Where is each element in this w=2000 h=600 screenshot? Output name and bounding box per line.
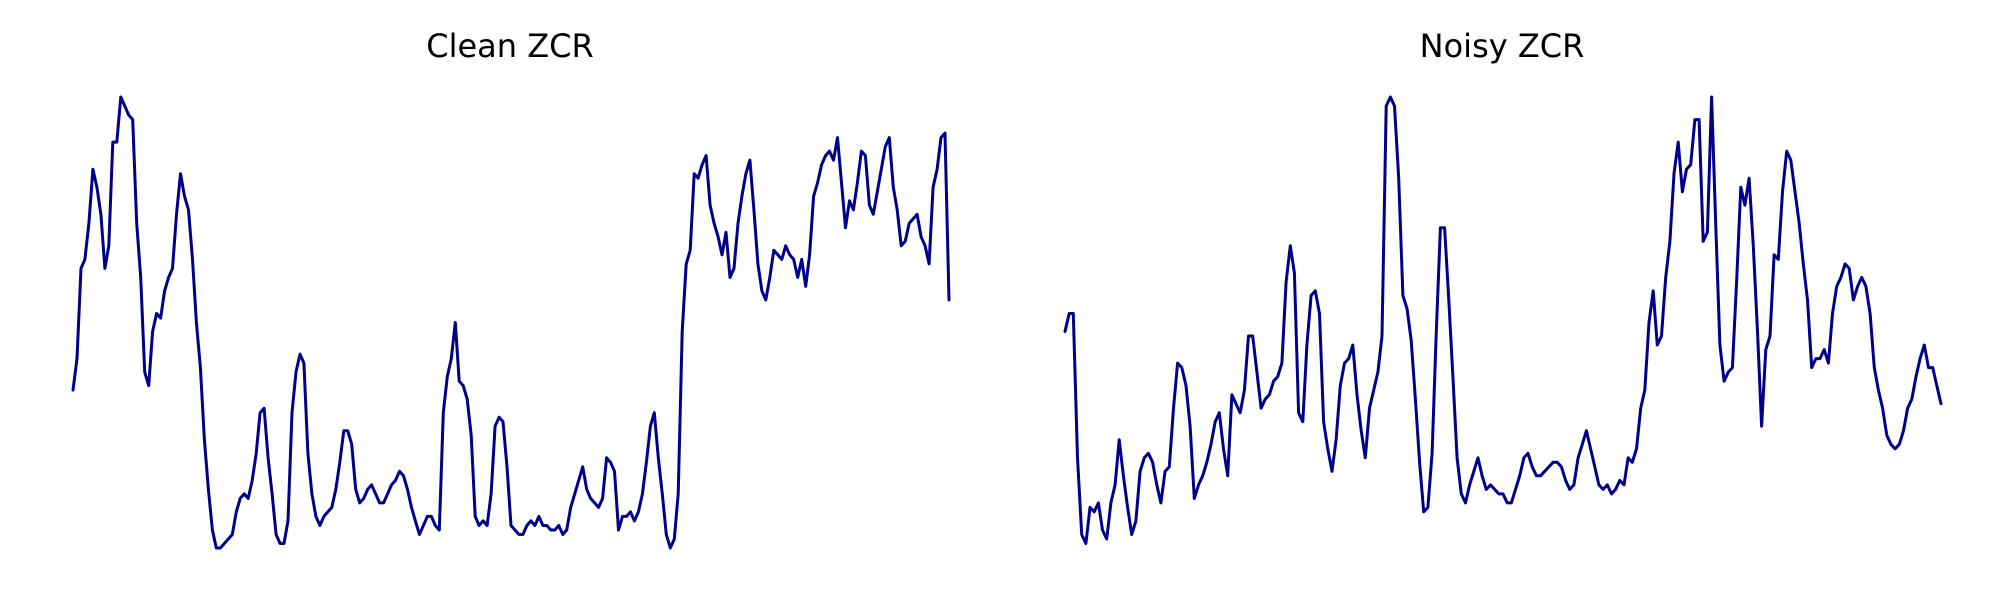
- chart-title: Noisy ZCR: [1420, 27, 1585, 65]
- chart-title: Clean ZCR: [426, 27, 593, 65]
- clean-zcr-panel: Clean ZCR: [71, 27, 951, 550]
- zcr-series-line: [1063, 95, 1943, 545]
- noisy-zcr-panel: Noisy ZCR: [1063, 27, 1943, 545]
- zcr-series-line: [71, 95, 951, 550]
